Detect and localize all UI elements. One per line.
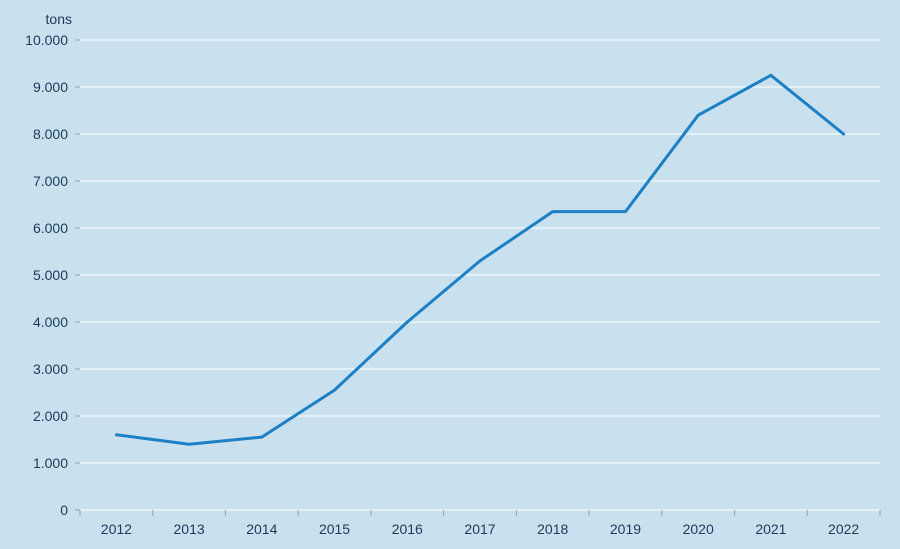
x-tick-label: 2015	[319, 521, 350, 537]
y-tick-label: 4.000	[33, 314, 68, 330]
y-tick-label: 10.000	[25, 32, 68, 48]
x-tick-label: 2020	[683, 521, 714, 537]
y-tick-label: 6.000	[33, 220, 68, 236]
y-tick-label: 8.000	[33, 126, 68, 142]
chart-svg: 0 1.000 2.000 3.000 4.000 5.000 6.000 7.000 8.00…	[0, 0, 900, 549]
x-tick-label: 2016	[392, 521, 423, 537]
line-chart: 0 1.000 2.000 3.000 4.000 5.000 6.000 7.000 8.00…	[0, 0, 900, 549]
x-tick-label: 2013	[174, 521, 205, 537]
x-tick-label: 2018	[537, 521, 568, 537]
y-tick-label: 5.000	[33, 267, 68, 283]
y-tick-label: 7.000	[33, 173, 68, 189]
y-tick-label: 2.000	[33, 408, 68, 424]
x-tick-label: 2022	[828, 521, 859, 537]
x-tick-label: 2017	[464, 521, 495, 537]
y-tick-label: 0	[60, 502, 68, 518]
x-tick-label: 2021	[755, 521, 786, 537]
y-axis-unit-label: tons	[46, 11, 72, 27]
x-tick-label: 2014	[246, 521, 277, 537]
y-tick-label: 3.000	[33, 361, 68, 377]
y-tick-label: 9.000	[33, 79, 68, 95]
x-tick-label: 2012	[101, 521, 132, 537]
x-tick-label: 2019	[610, 521, 641, 537]
y-tick-label: 1.000	[33, 455, 68, 471]
